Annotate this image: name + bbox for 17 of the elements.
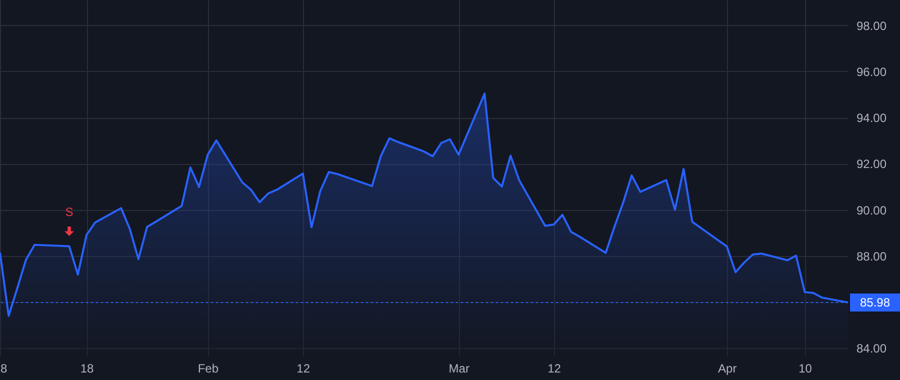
x-tick-label: Feb [198,362,219,376]
x-tick-label: 18 [80,362,94,376]
annotation: S [65,205,74,220]
y-tick-label: 94.00 [856,111,887,126]
y-tick-label: 96.00 [856,64,887,79]
y-tick-label: 90.00 [856,203,887,218]
y-tick-label: 84.00 [856,342,887,356]
x-tick-label: 12 [296,362,310,376]
x-tick-label: Apr [718,362,737,376]
ref-line-label: 85.98 [860,295,890,310]
x-tick-label: 10 [798,362,812,376]
y-tick-label: 98.00 [856,18,887,33]
x-tick-label: 8 [0,362,8,376]
y-tick-label: 92.00 [856,157,887,172]
x-tick-label: Mar [448,362,470,376]
y-tick-label: 88.00 [856,249,887,264]
x-tick-label: 12 [548,362,562,376]
